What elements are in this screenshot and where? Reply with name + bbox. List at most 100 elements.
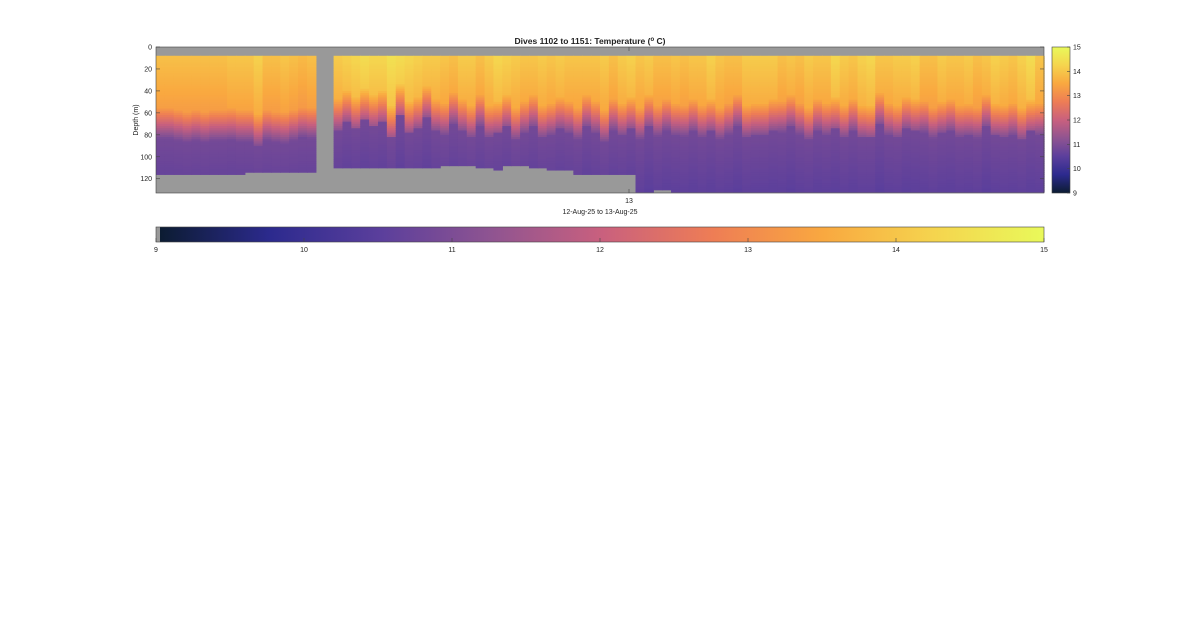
- heatmap-cell: [182, 101, 193, 105]
- heatmap-cell: [475, 128, 486, 132]
- heatmap-cell: [484, 123, 495, 127]
- heatmap-cell: [262, 75, 273, 79]
- heatmap-cell: [830, 73, 841, 77]
- heatmap-cell: [511, 128, 521, 132]
- heatmap-cell: [440, 57, 450, 61]
- heatmap-cell: [475, 79, 486, 83]
- heatmap-cell: [413, 66, 423, 70]
- heatmap-cell: [191, 79, 201, 83]
- heatmap-cell: [360, 93, 370, 96]
- heatmap-cell: [884, 115, 894, 118]
- heatmap-cell: [688, 141, 699, 145]
- heatmap-cell: [653, 139, 663, 143]
- heatmap-cell: [164, 167, 175, 171]
- heatmap-cell: [431, 139, 441, 143]
- heatmap-cell: [289, 134, 299, 138]
- heatmap-cell: [600, 75, 610, 79]
- heatmap-cell: [786, 60, 796, 63]
- heatmap-cell: [857, 152, 867, 156]
- heatmap-cell: [928, 95, 939, 99]
- heatmap-cell: [280, 93, 290, 96]
- heatmap-cell: [688, 187, 699, 191]
- heatmap-cell: [306, 117, 317, 121]
- heatmap-cell: [351, 101, 361, 105]
- heatmap-cell: [395, 110, 406, 114]
- heatmap-cell: [164, 145, 175, 149]
- heatmap-cell: [475, 104, 486, 107]
- heatmap-cell: [679, 172, 690, 175]
- heatmap-cell: [955, 95, 965, 99]
- heatmap-cell: [422, 71, 432, 74]
- heatmap-cell: [271, 71, 281, 74]
- heatmap-cell: [431, 145, 441, 149]
- heatmap-cell: [244, 108, 255, 112]
- heatmap-cell: [777, 156, 788, 160]
- heatmap-cell: [271, 141, 281, 145]
- heatmap-cell: [449, 57, 459, 61]
- heatmap-cell: [830, 183, 841, 186]
- heatmap-cell: [937, 93, 947, 96]
- heatmap-cell: [813, 169, 823, 173]
- heatmap-cell: [857, 163, 867, 167]
- heatmap-cell: [555, 95, 566, 99]
- heatmap-cell: [555, 71, 566, 74]
- heatmap-cell: [742, 145, 752, 149]
- heatmap-cell: [449, 112, 459, 116]
- heatmap-cell: [342, 108, 352, 112]
- heatmap-cell: [928, 143, 939, 147]
- heatmap-cell: [280, 167, 290, 171]
- heatmap-cell: [182, 167, 193, 171]
- heatmap-cell: [564, 73, 574, 77]
- heatmap-cell: [386, 158, 397, 162]
- heatmap-cell: [511, 117, 521, 121]
- heatmap-cell: [235, 104, 246, 107]
- heatmap-cell: [182, 150, 193, 153]
- heatmap-cell: [298, 112, 308, 116]
- heatmap-cell: [937, 75, 947, 79]
- heatmap-cell: [884, 150, 894, 153]
- heatmap-cell: [644, 68, 654, 72]
- heatmap-cell: [724, 108, 734, 112]
- heatmap-cell: [244, 165, 255, 169]
- heatmap-cell: [537, 152, 548, 156]
- heatmap-cell: [830, 86, 841, 90]
- heatmap-cell: [449, 143, 459, 147]
- heatmap-cell: [617, 84, 628, 88]
- heatmap-cell: [520, 137, 530, 140]
- heatmap-cell: [360, 145, 370, 149]
- heatmap-cell: [351, 75, 361, 79]
- heatmap-cell: [626, 108, 637, 112]
- heatmap-cell: [537, 79, 548, 83]
- heatmap-cell: [235, 71, 246, 74]
- heatmap-cell: [768, 143, 779, 147]
- heatmap-cell: [653, 66, 663, 70]
- heatmap-cell: [209, 132, 219, 136]
- heatmap-cell: [857, 77, 867, 81]
- heatmap-cell: [733, 185, 743, 189]
- heatmap-cell: [457, 75, 468, 79]
- heatmap-cell: [431, 156, 441, 160]
- heatmap-cell: [573, 106, 583, 110]
- heatmap-cell: [901, 73, 912, 77]
- heatmap-cell: [253, 123, 264, 127]
- heatmap-cell: [537, 93, 548, 96]
- heatmap-cell: [271, 158, 281, 162]
- heatmap-cell: [750, 86, 761, 90]
- heatmap-cell: [715, 66, 725, 70]
- heatmap-cell: [182, 172, 193, 175]
- heatmap-cell: [591, 75, 601, 79]
- heatmap-cell: [457, 62, 468, 66]
- heatmap-cell: [795, 84, 805, 88]
- heatmap-cell: [804, 121, 814, 125]
- heatmap-cell: [857, 68, 867, 72]
- heatmap-cell: [688, 73, 699, 77]
- heatmap-cell: [422, 128, 432, 132]
- heatmap-cell: [191, 62, 201, 66]
- heatmap-cell: [910, 137, 921, 140]
- heatmap-cell: [173, 150, 184, 153]
- heatmap-cell: [537, 77, 548, 81]
- heatmap-cell: [635, 147, 645, 151]
- heatmap-cell: [875, 147, 885, 151]
- heatmap-cell: [884, 108, 894, 112]
- heatmap-cell: [306, 68, 317, 72]
